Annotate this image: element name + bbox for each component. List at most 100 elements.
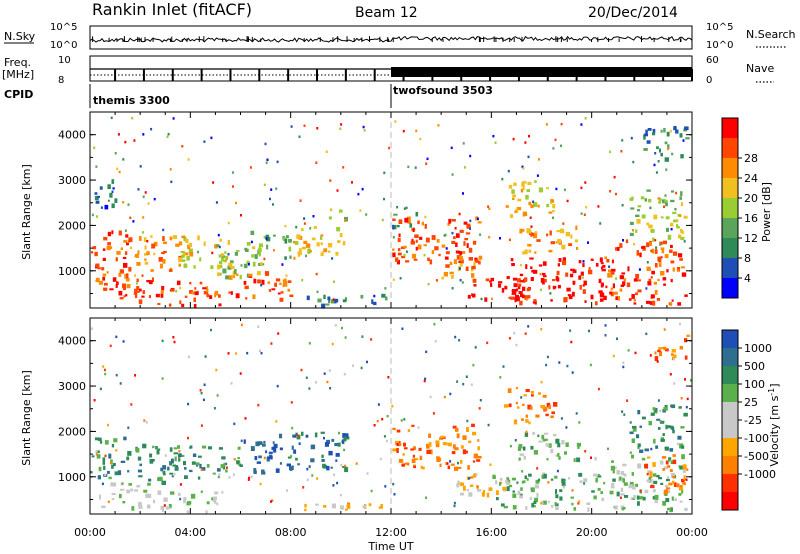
heatmap-cell — [681, 230, 684, 234]
heatmap-cell — [193, 297, 196, 303]
heatmap-cell — [295, 225, 298, 229]
heatmap-cell — [341, 326, 343, 330]
heatmap-cell — [163, 473, 166, 476]
heatmap-cell — [621, 204, 624, 207]
heatmap-cell — [490, 283, 493, 287]
heatmap-cell — [192, 453, 197, 457]
heatmap-cell — [461, 281, 464, 284]
heatmap-cell — [672, 454, 676, 457]
heatmap-cell — [570, 234, 573, 239]
heatmap-cell — [451, 287, 454, 290]
heatmap-cell — [232, 185, 234, 188]
heatmap-cell — [334, 324, 337, 327]
heatmap-cell — [272, 446, 277, 451]
heatmap-cell — [444, 233, 447, 237]
heatmap-cell — [218, 245, 221, 249]
heatmap-cell — [127, 451, 132, 456]
heatmap-cell — [544, 438, 548, 441]
heatmap-cell — [125, 278, 130, 282]
heatmap-cell — [651, 248, 655, 254]
heatmap-cell — [150, 235, 153, 238]
heatmap-cell — [522, 185, 525, 191]
heatmap-cell — [549, 292, 552, 295]
heatmap-cell — [216, 502, 219, 506]
heatmap-cell — [141, 231, 144, 234]
heatmap-cell — [252, 246, 256, 249]
heatmap-cell — [670, 278, 673, 283]
colorbar-tick-label: 20 — [744, 192, 758, 205]
heatmap-cell — [160, 290, 164, 294]
heatmap-cell — [649, 478, 653, 483]
heatmap-cell — [631, 472, 634, 476]
colorbar-tick-label: 8 — [744, 252, 751, 265]
heatmap-cell — [294, 241, 299, 245]
heatmap-cell — [439, 437, 443, 440]
heatmap-cell — [653, 163, 656, 167]
heatmap-cell — [545, 443, 550, 447]
heatmap-cell — [301, 228, 304, 232]
heatmap-cell — [522, 211, 528, 216]
heatmap-cell — [223, 259, 227, 262]
heatmap-cell — [672, 429, 675, 434]
heatmap-cell — [488, 236, 491, 239]
heatmap-cell — [563, 257, 566, 261]
heatmap-cell — [636, 279, 641, 282]
heatmap-cell — [331, 438, 335, 442]
heatmap-cell — [652, 128, 656, 133]
heatmap-cell — [443, 395, 446, 399]
heatmap-cell — [659, 419, 662, 423]
heatmap-cell — [336, 481, 339, 485]
heatmap-cell — [214, 290, 219, 296]
heatmap-cell — [512, 289, 517, 294]
heatmap-cell — [405, 260, 410, 263]
heatmap-cell — [664, 141, 668, 145]
heatmap-cell — [465, 375, 468, 378]
heatmap-cell — [413, 258, 418, 261]
heatmap-cell — [264, 271, 270, 276]
velocity-x-axis: 00:00 04:00 08:00 12:00 16:00 20:00 00:00 — [74, 526, 708, 539]
heatmap-cell — [507, 388, 512, 393]
heatmap-cell — [684, 294, 688, 297]
freq-label-2: [MHz] — [2, 68, 34, 81]
heatmap-cell — [609, 190, 612, 193]
heatmap-cell — [160, 506, 165, 510]
heatmap-cell — [128, 237, 133, 242]
y-tick-label: 2000 — [58, 219, 86, 232]
heatmap-cell — [502, 486, 507, 491]
heatmap-cell — [518, 283, 522, 287]
heatmap-cell — [552, 204, 556, 209]
heatmap-cell — [95, 453, 98, 456]
heatmap-cell — [522, 286, 526, 291]
heatmap-cell — [111, 179, 115, 184]
heatmap-cell — [243, 439, 246, 444]
heatmap-cell — [114, 471, 119, 476]
heatmap-cell — [676, 442, 679, 446]
heatmap-cell — [425, 237, 430, 243]
heatmap-cell — [312, 215, 315, 218]
heatmap-cell — [411, 458, 416, 464]
heatmap-cell — [537, 434, 540, 438]
nsearch-label: N.Search — [746, 28, 796, 41]
heatmap-cell — [274, 282, 277, 287]
heatmap-cell — [660, 438, 665, 442]
heatmap-cell — [434, 246, 439, 251]
heatmap-cell — [199, 463, 202, 469]
heatmap-cell — [632, 160, 635, 164]
heatmap-cell — [248, 476, 251, 480]
heatmap-cell — [138, 501, 141, 505]
heatmap-cell — [396, 224, 400, 228]
heatmap-cell — [266, 456, 271, 460]
heatmap-cell — [580, 212, 583, 215]
nave-tick-bottom: 0 — [706, 75, 712, 86]
heatmap-cell — [237, 457, 240, 460]
heatmap-cell — [525, 419, 529, 423]
heatmap-cell — [679, 465, 684, 470]
heatmap-cell — [310, 444, 316, 450]
heatmap-cell — [328, 242, 333, 248]
heatmap-cell — [506, 276, 510, 280]
heatmap-cell — [257, 403, 260, 407]
heatmap-cell — [538, 187, 543, 193]
heatmap-cell — [218, 473, 221, 476]
heatmap-cell — [545, 413, 549, 417]
velocity-colorbar-label-sup: -1 — [767, 388, 776, 396]
